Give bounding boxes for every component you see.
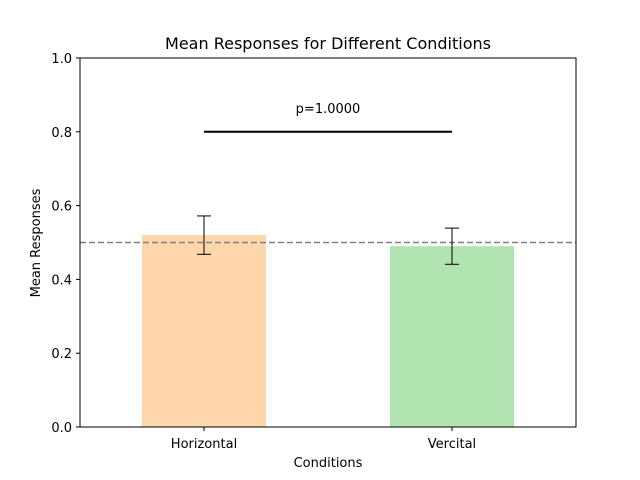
y-tick-label: 0.4 (51, 273, 72, 288)
bar-horizontal (142, 235, 266, 427)
y-axis-label: Mean Responses (29, 188, 44, 297)
y-tick-label: 1.0 (51, 52, 72, 67)
y-tick-label: 0.2 (51, 347, 72, 362)
x-tick-label-horizontal: Horizontal (171, 437, 237, 452)
bar-vercital (390, 246, 514, 427)
y-tick-label: 0.0 (51, 421, 72, 436)
axes-frame (79, 57, 577, 428)
plot-area: p=1.0000 0.0 0.2 0.4 0.6 0.8 1.0 Horizontal Verc… (51, 52, 577, 452)
x-tick-label-vercital: Vercital (428, 437, 476, 452)
x-axis-label: Conditions (294, 456, 363, 471)
chart-title: Mean Responses for Different Conditions (165, 34, 491, 53)
significance-label: p=1.0000 (296, 102, 361, 117)
y-tick-label: 0.8 (51, 126, 72, 141)
y-tick-label: 0.6 (51, 200, 72, 215)
